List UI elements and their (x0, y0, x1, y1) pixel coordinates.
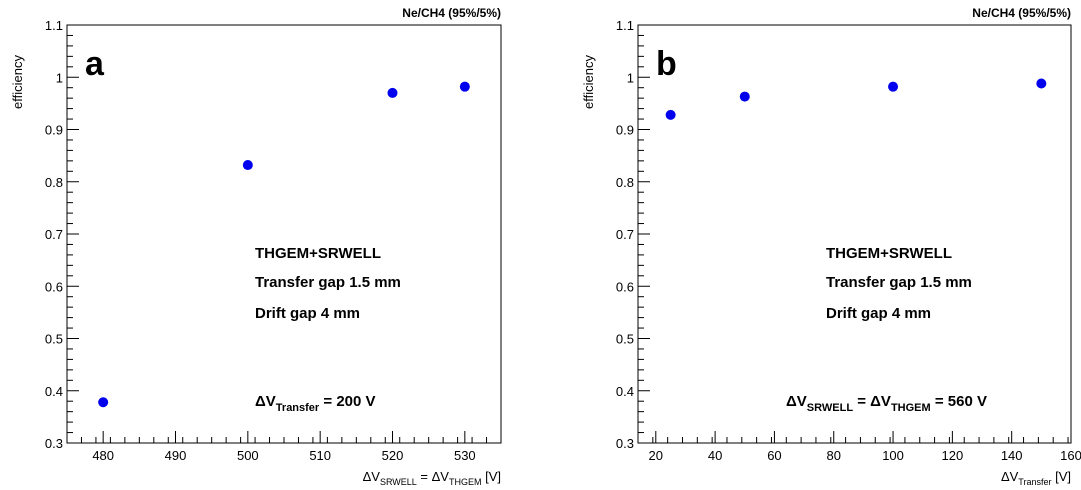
annotation-line: Transfer gap 1.5 mm (826, 274, 972, 291)
annotation-line: Drift gap 4 mm (255, 305, 360, 322)
y-tick-label: 1.1 (616, 18, 634, 33)
annotation-line: Drift gap 4 mm (826, 305, 931, 322)
x-axis-title: ΔVTransfer [V] (1001, 469, 1071, 487)
data-point (459, 81, 470, 92)
x-tick-label: 120 (942, 448, 964, 463)
y-tick-label: 0.8 (45, 175, 63, 190)
x-tick-label: 140 (1001, 448, 1023, 463)
panel-letter: b (656, 45, 677, 83)
x-tick-label: 80 (827, 448, 841, 463)
data-point (242, 160, 253, 171)
y-tick-label: 0.7 (45, 227, 63, 242)
y-axis-title: efficiency (581, 55, 596, 109)
gas-mixture-label: Ne/CH4 (95%/5%) (972, 6, 1071, 20)
y-axis-title: efficiency (10, 55, 25, 109)
x-tick-label: 40 (708, 448, 722, 463)
annotation-line: Transfer gap 1.5 mm (255, 274, 401, 291)
voltage-condition: ΔVSRWELL = ΔVTHGEM = 560 V (786, 393, 987, 414)
data-point (665, 109, 676, 120)
data-point (387, 87, 398, 98)
x-tick-label: 100 (882, 448, 904, 463)
panel-letter: a (85, 45, 105, 83)
plot-frame (637, 24, 1072, 444)
panel-b: 20 40 60 80 100 120 140 160 0.3 0.4 0.5 0.6 0.7 0.8 0.… (581, 6, 1081, 487)
y-tick-label: 0.6 (616, 279, 634, 294)
y-tick-label: 0.5 (45, 332, 63, 347)
x-tick-label: 510 (309, 448, 331, 463)
y-tick-label: 0.9 (616, 123, 634, 138)
y-tick-label: 0.7 (616, 227, 634, 242)
y-tick-label: 0.6 (45, 279, 63, 294)
plot-frame (66, 24, 502, 444)
x-tick-label: 20 (649, 448, 663, 463)
x-tick-label: 520 (382, 448, 404, 463)
data-point (1036, 78, 1047, 89)
x-tick-label: 500 (237, 448, 259, 463)
x-tick-label: 480 (92, 448, 114, 463)
annotation-line: THGEM+SRWELL (255, 245, 381, 262)
data-point (98, 397, 109, 408)
y-tick-label: 0.8 (616, 175, 634, 190)
x-tick-label: 490 (165, 448, 187, 463)
x-tick-label: 160 (1060, 448, 1081, 463)
data-point (888, 81, 899, 92)
y-tick-label: 0.3 (616, 436, 634, 451)
data-point (739, 91, 750, 102)
panel-a: 480 490 500 510 520 530 0.3 0.4 0.5 0.6 0.7 0.8 0.9 1… (10, 6, 502, 487)
annotation-line: THGEM+SRWELL (826, 245, 952, 262)
voltage-condition: ΔVTransfer = 200 V (255, 393, 376, 414)
y-tick-label: 1 (627, 70, 634, 85)
y-tick-label: 0.4 (616, 384, 634, 399)
y-tick-label: 0.5 (616, 332, 634, 347)
x-tick-label: 530 (454, 448, 476, 463)
y-tick-label: 1 (56, 70, 63, 85)
y-tick-label: 1.1 (45, 18, 63, 33)
x-tick-label: 60 (767, 448, 781, 463)
y-tick-label: 0.9 (45, 123, 63, 138)
y-tick-label: 0.3 (45, 436, 63, 451)
gas-mixture-label: Ne/CH4 (95%/5%) (402, 6, 501, 20)
y-tick-label: 0.4 (45, 384, 63, 399)
x-axis-title: ΔVSRWELL = ΔVTHGEM [V] (363, 469, 501, 487)
